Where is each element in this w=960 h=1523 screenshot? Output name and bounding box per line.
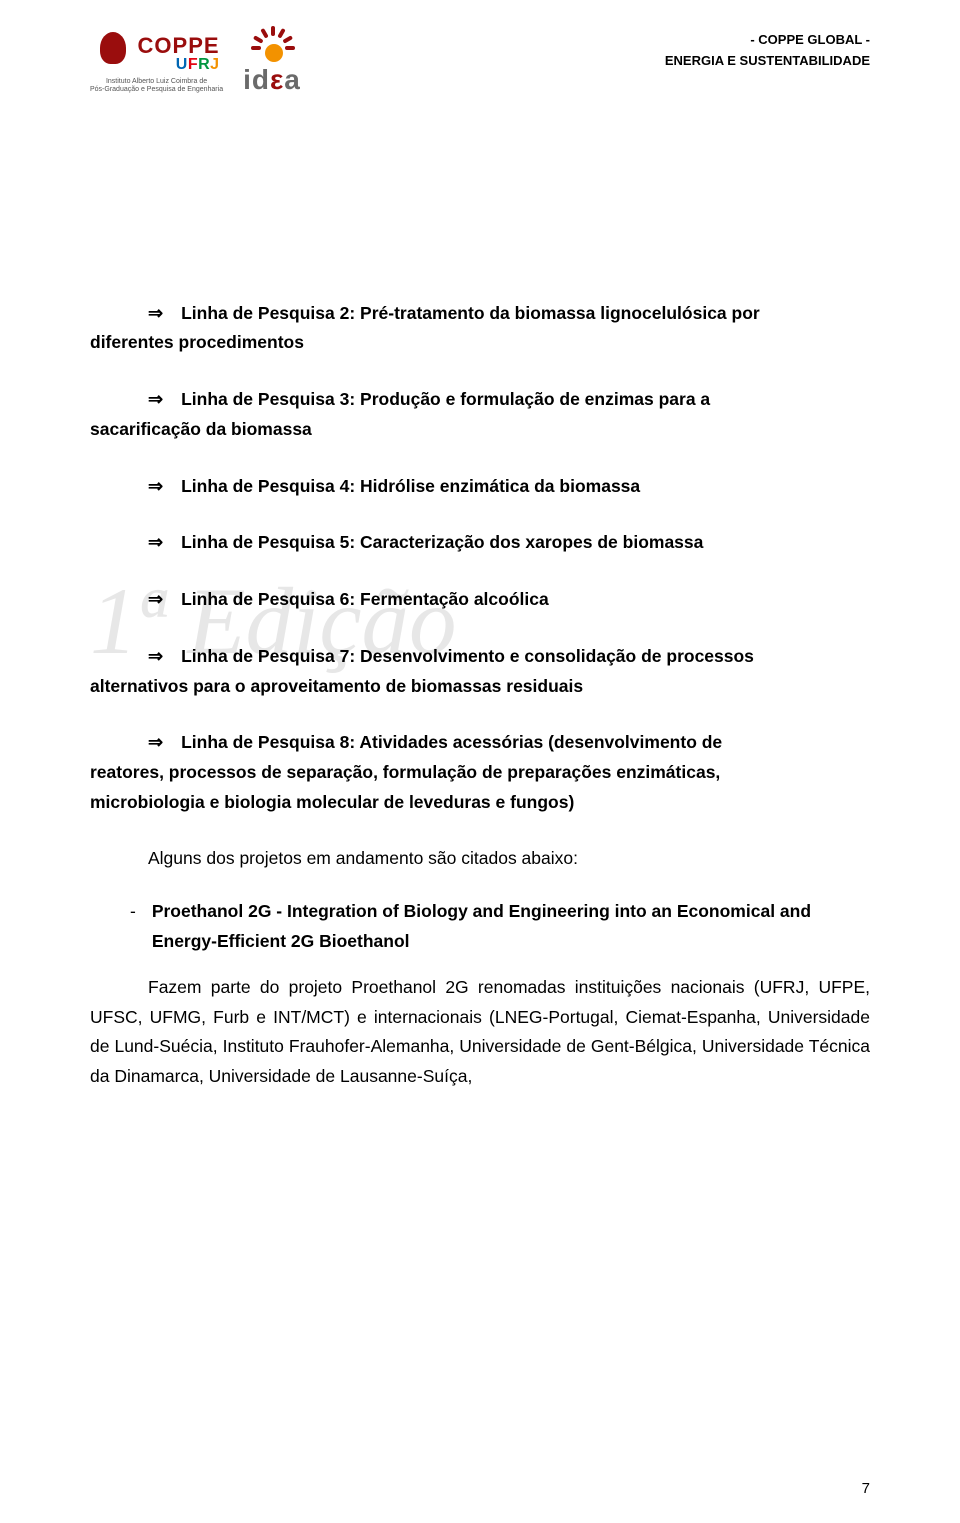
projects-intro: Alguns dos projetos em andamento são cit… bbox=[90, 844, 870, 874]
arrow-icon: ⇒ bbox=[148, 532, 163, 552]
arrow-icon: ⇒ bbox=[148, 732, 163, 752]
dash-bullet: - bbox=[130, 897, 136, 957]
ufrj-word: UFRJ bbox=[138, 57, 220, 73]
header-title-1: - COPPE GLOBAL - bbox=[665, 30, 870, 51]
arrow-icon: ⇒ bbox=[148, 389, 163, 409]
research-line-5: ⇒Linha de Pesquisa 5: Caracterização dos… bbox=[90, 527, 870, 558]
research-line-3: ⇒Linha de Pesquisa 3: Produção e formula… bbox=[90, 384, 870, 445]
logo-group: COPPE UFRJ Instituto Alberto Luiz Coimbr… bbox=[90, 30, 301, 96]
project-body-text: Fazem parte do projeto Proethanol 2G ren… bbox=[90, 973, 870, 1092]
document-body: 1ª Edição ⇒Linha de Pesquisa 2: Pré-trat… bbox=[90, 136, 870, 1092]
idea-logo: idεa bbox=[243, 30, 301, 96]
research-line-2: ⇒Linha de Pesquisa 2: Pré-tratamento da … bbox=[90, 298, 870, 359]
research-line-7: ⇒Linha de Pesquisa 7: Desenvolvimento e … bbox=[90, 641, 870, 702]
arrow-icon: ⇒ bbox=[148, 303, 163, 323]
sun-icon bbox=[247, 30, 297, 66]
research-line-8: ⇒Linha de Pesquisa 8: Atividades acessór… bbox=[90, 727, 870, 817]
header-right-text: - COPPE GLOBAL - ENERGIA E SUSTENTABILID… bbox=[665, 30, 870, 72]
research-line-4: ⇒Linha de Pesquisa 4: Hidrólise enzimáti… bbox=[90, 471, 870, 502]
coppe-ufrj-logo: COPPE UFRJ Instituto Alberto Luiz Coimbr… bbox=[90, 32, 223, 93]
arrow-icon: ⇒ bbox=[148, 476, 163, 496]
coppe-word: COPPE bbox=[138, 35, 220, 57]
research-line-6: ⇒Linha de Pesquisa 6: Fermentação alcoól… bbox=[90, 584, 870, 615]
minerva-icon bbox=[94, 32, 132, 76]
page-header: COPPE UFRJ Instituto Alberto Luiz Coimbr… bbox=[90, 30, 870, 96]
arrow-icon: ⇒ bbox=[148, 646, 163, 666]
arrow-icon: ⇒ bbox=[148, 589, 163, 609]
coppe-subtitle: Instituto Alberto Luiz Coimbra de Pós-Gr… bbox=[90, 78, 223, 93]
header-title-2: ENERGIA E SUSTENTABILIDADE bbox=[665, 51, 870, 72]
project-item-1: - Proethanol 2G - Integration of Biology… bbox=[90, 897, 870, 957]
idea-word: idεa bbox=[243, 64, 301, 96]
page-number: 7 bbox=[862, 1480, 870, 1497]
